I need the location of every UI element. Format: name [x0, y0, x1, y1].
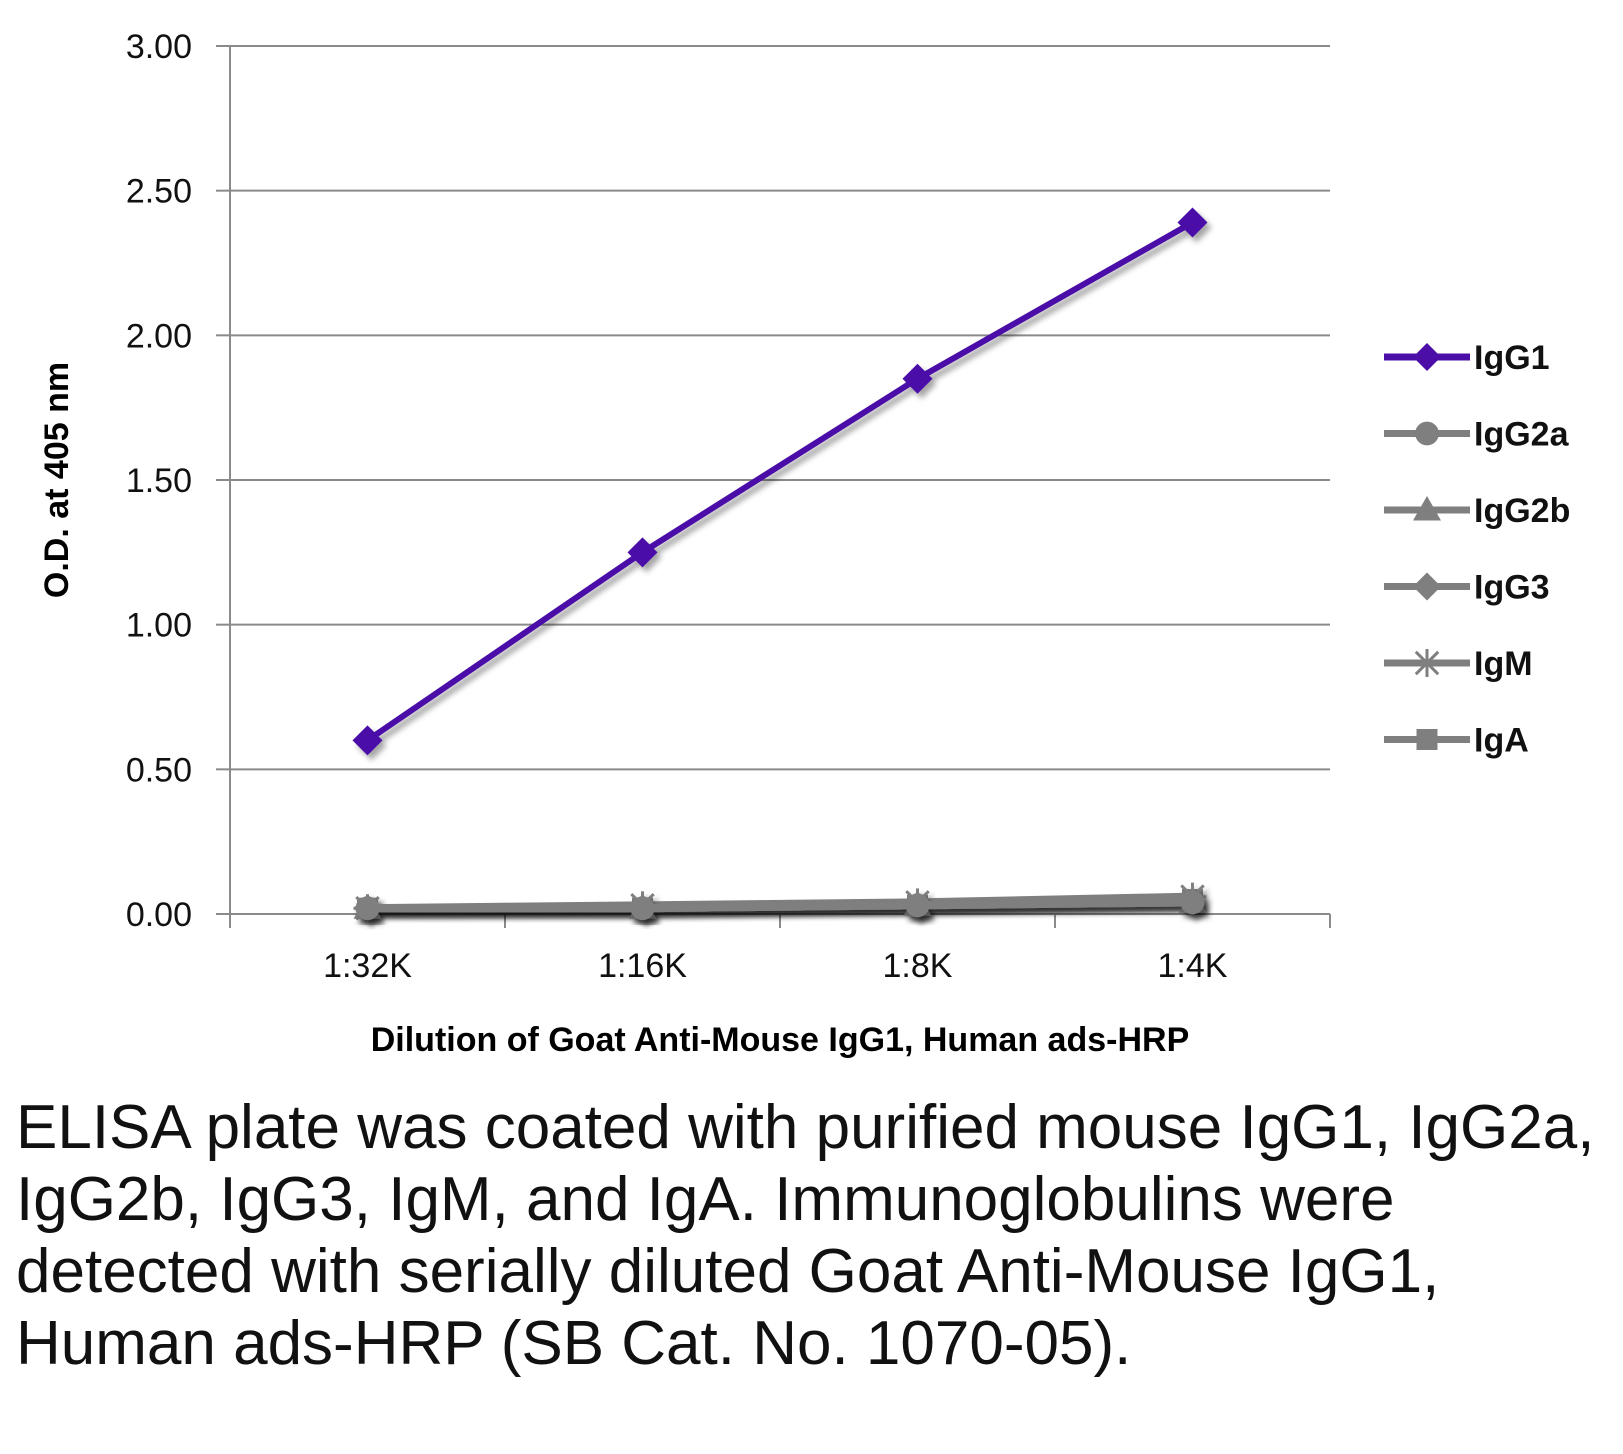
legend-item: IgM	[1384, 645, 1533, 683]
x-tick-labels: 1:32K 1:16K 1:8K 1:4K	[229, 914, 1331, 985]
legend-label: IgA	[1474, 722, 1529, 760]
x-tick-label: 1:16K	[598, 947, 687, 985]
legend-marker	[1413, 572, 1441, 601]
legend-marker	[1413, 496, 1441, 521]
data-point	[627, 537, 658, 568]
y-tick-labels: 0.00 0.50 1.00 1.50 2.00 2.50 3.00	[126, 28, 192, 934]
legend: IgG1 IgG2a IgG2b IgG3 IgM IgA	[1384, 339, 1570, 760]
data-point	[905, 893, 930, 918]
legend-item: IgG1	[1384, 339, 1550, 377]
legend-label: IgG1	[1474, 339, 1550, 377]
x-tick-label: 1:32K	[323, 947, 412, 985]
legend-label: IgG2a	[1474, 416, 1570, 454]
series-igg1	[352, 207, 1208, 756]
legend-label: IgG2b	[1474, 492, 1570, 530]
data-point	[1177, 207, 1208, 238]
y-axis-title: O.D. at 405 nm	[38, 362, 76, 598]
y-tick-label: 1.50	[126, 462, 192, 500]
data-point	[352, 725, 383, 756]
legend-item: IgG2b	[1384, 492, 1570, 530]
y-tick-label: 2.50	[126, 173, 192, 211]
x-tick-label: 1:4K	[1158, 947, 1228, 985]
legend-label: IgM	[1474, 645, 1533, 683]
x-tick-label: 1:8K	[883, 947, 953, 985]
legend-marker	[1415, 421, 1439, 446]
data-point	[902, 363, 933, 394]
legend-item: IgA	[1384, 722, 1529, 760]
legend-item: IgG2a	[1384, 416, 1570, 454]
data-point	[355, 896, 380, 921]
y-tick-label: 2.00	[126, 317, 192, 355]
series-line	[367, 898, 1193, 913]
series-igg2a	[355, 890, 1205, 921]
x-axis-title: Dilution of Goat Anti-Mouse IgG1, Human …	[371, 1021, 1190, 1059]
figure-caption: ELISA plate was coated with purified mou…	[16, 1093, 1595, 1378]
legend-item: IgG3	[1384, 569, 1550, 607]
elisa-line-chart: 0.000.501.001.502.002.503.00 1:32K 1:16K 1…	[38, 28, 1570, 1059]
data-point	[1180, 890, 1205, 915]
data-point	[630, 896, 655, 921]
y-tick-label: 0.50	[126, 751, 192, 789]
y-tick-label: 1.00	[126, 607, 192, 645]
y-tick-label: 3.00	[126, 28, 192, 66]
legend-marker	[1413, 343, 1441, 371]
legend-label: IgG3	[1474, 569, 1550, 607]
legend-marker	[1413, 649, 1441, 677]
series-line	[365, 219, 1194, 743]
gridlines	[216, 45, 1330, 915]
legend-marker	[1416, 729, 1438, 750]
y-tick-label: 0.00	[126, 896, 192, 934]
series-lines	[352, 207, 1208, 923]
